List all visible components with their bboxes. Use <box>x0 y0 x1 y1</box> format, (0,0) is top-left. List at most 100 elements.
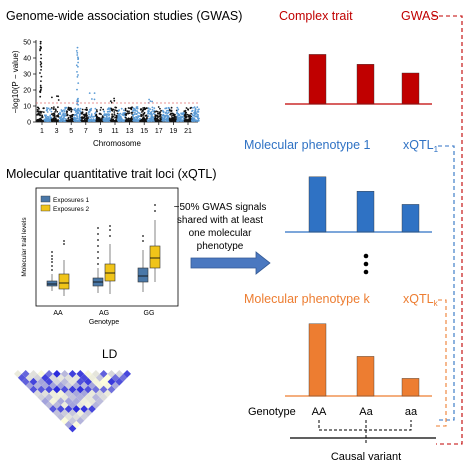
causal-variant-label: Causal variant <box>331 451 401 463</box>
ld-cell <box>41 389 50 398</box>
manhattan-x-tick-label: 15 <box>140 128 148 135</box>
manhattan-point <box>102 117 105 120</box>
ld-cell <box>41 381 50 390</box>
manhattan-point <box>152 116 155 119</box>
ld-cell <box>53 385 61 394</box>
manhattan-point <box>170 118 173 121</box>
ld-cell <box>99 370 108 378</box>
manhattan-point <box>77 103 79 106</box>
manhattan-point <box>46 115 49 118</box>
manhattan-point <box>88 92 91 94</box>
ld-cell <box>84 385 92 394</box>
manhattan-point <box>76 52 79 54</box>
manhattan-point <box>135 107 138 109</box>
ld-cell <box>53 393 61 402</box>
manhattan-x-tick-label: 11 <box>111 128 118 135</box>
manhattan-point <box>74 107 77 110</box>
ld-cell <box>115 370 124 378</box>
box-outlier <box>51 258 53 260</box>
box-outlier <box>154 204 156 206</box>
ld-cell <box>60 416 69 425</box>
boxplot-boxes <box>46 204 161 296</box>
manhattan-y-tick-label: 0 <box>27 120 31 127</box>
ld-cell <box>56 373 65 382</box>
manhattan-point <box>169 117 171 120</box>
manhattan-point <box>166 109 168 112</box>
manhattan-point <box>36 106 39 109</box>
manhattan-point <box>117 119 119 122</box>
manhattan-point <box>63 110 66 113</box>
manhattan-point <box>76 88 78 91</box>
manhattan-point <box>119 115 122 118</box>
ld-cell <box>68 409 77 417</box>
manhattan-point <box>143 111 146 114</box>
xqtl-1-tag-sub: 1 <box>434 145 439 154</box>
manhattan-point <box>42 107 45 110</box>
manhattan-point <box>170 106 173 109</box>
manhattan-point <box>196 113 199 116</box>
manhattan-point <box>48 120 50 122</box>
manhattan-point <box>94 111 97 114</box>
manhattan-x-tick-label: 1 <box>40 128 44 135</box>
manhattan-point <box>77 82 80 84</box>
manhattan-point <box>55 117 57 119</box>
manhattan-point <box>162 117 165 120</box>
genotype-bracket <box>290 420 436 444</box>
manhattan-point <box>142 113 145 115</box>
manhattan-point <box>44 119 46 122</box>
ld-cell <box>64 412 73 421</box>
ld-cell <box>68 401 77 409</box>
manhattan-point <box>45 118 48 120</box>
ld-cell <box>111 373 120 382</box>
manhattan-point <box>93 98 96 101</box>
manhattan-point <box>137 111 140 114</box>
genotype-aa-rec: aa <box>405 406 418 418</box>
ld-cell <box>64 397 73 406</box>
box-outlier <box>97 263 99 265</box>
manhattan-point <box>104 118 107 121</box>
ld-cell <box>60 385 69 394</box>
manhattan-point <box>90 113 93 115</box>
manhattan-point <box>76 71 78 73</box>
manhattan-point <box>77 65 79 68</box>
manhattan-point <box>114 109 116 111</box>
manhattan-point <box>194 110 197 113</box>
legend-swatch-exposure-1 <box>40 195 51 203</box>
ld-cell <box>72 412 81 421</box>
box-outlier <box>109 225 111 227</box>
manhattan-point <box>88 113 90 116</box>
manhattan-point <box>69 107 71 109</box>
manhattan-point <box>77 61 79 64</box>
manhattan-point <box>82 117 84 120</box>
manhattan-point <box>39 119 42 121</box>
manhattan-point <box>157 106 160 108</box>
xqtl-k-connector <box>436 299 447 427</box>
ld-cell <box>119 373 128 382</box>
manhattan-x-tick-label: 19 <box>170 128 178 135</box>
ld-cell <box>99 377 108 386</box>
manhattan-point <box>66 113 69 116</box>
manhattan-point <box>87 112 90 114</box>
manhattan-point <box>122 114 125 117</box>
manhattan-point <box>155 110 158 113</box>
manhattan-point <box>124 107 127 110</box>
manhattan-point <box>176 106 179 109</box>
manhattan-point <box>151 115 154 118</box>
manhattan-point <box>50 120 53 122</box>
manhattan-point <box>154 115 157 118</box>
manhattan-point <box>106 120 109 122</box>
ld-cell <box>14 370 22 378</box>
manhattan-point <box>44 115 47 117</box>
manhattan-point <box>39 114 42 116</box>
manhattan-point <box>51 96 53 99</box>
manhattan-point <box>173 119 175 121</box>
manhattan-point <box>76 109 79 111</box>
manhattan-point <box>182 111 185 114</box>
manhattan-point <box>126 110 129 113</box>
manhattan-point <box>166 120 169 122</box>
ld-cell <box>41 397 50 406</box>
ld-cell <box>45 385 53 394</box>
ld-cell <box>92 377 100 386</box>
manhattan-point <box>190 106 193 109</box>
manhattan-y-tick-label: 10 <box>23 104 31 111</box>
